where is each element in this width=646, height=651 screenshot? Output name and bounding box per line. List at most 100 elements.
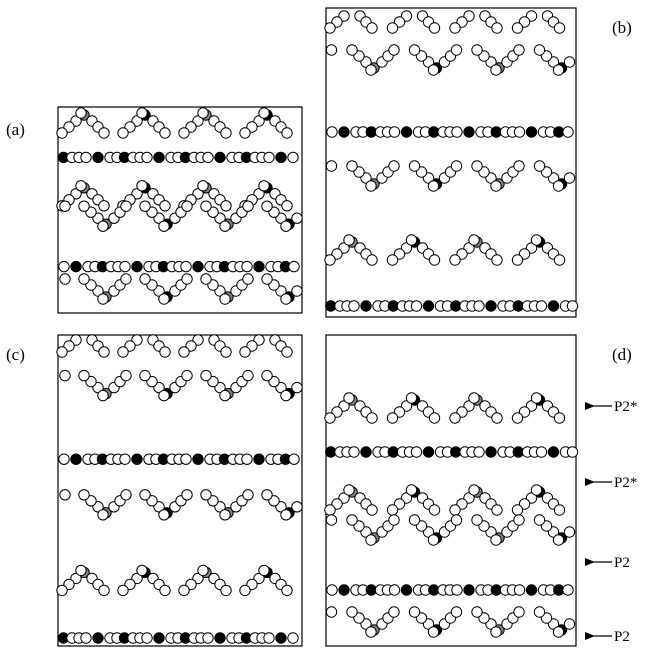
atom bbox=[530, 234, 543, 246]
atom bbox=[450, 514, 463, 526]
atom bbox=[197, 180, 209, 192]
atom bbox=[197, 107, 209, 119]
atom bbox=[288, 453, 300, 465]
atom bbox=[281, 200, 293, 212]
atom bbox=[139, 369, 151, 382]
atom bbox=[159, 200, 171, 212]
atom bbox=[59, 273, 71, 285]
atom bbox=[400, 126, 413, 138]
atom bbox=[325, 606, 338, 618]
atom bbox=[566, 300, 579, 312]
atom bbox=[490, 180, 502, 192]
atom bbox=[56, 127, 68, 139]
atom bbox=[326, 584, 338, 596]
atom bbox=[450, 44, 463, 56]
atom bbox=[428, 22, 441, 34]
atom bbox=[261, 489, 273, 501]
atom bbox=[324, 254, 336, 266]
atom bbox=[513, 584, 526, 596]
panel-a-atoms bbox=[56, 107, 303, 305]
atom bbox=[261, 200, 273, 212]
annotation-p2star-upper: P2* bbox=[614, 399, 637, 415]
atom bbox=[59, 200, 71, 212]
atom bbox=[473, 446, 485, 458]
atom bbox=[490, 64, 502, 76]
atom bbox=[153, 632, 165, 644]
atom bbox=[422, 446, 435, 458]
atom bbox=[192, 453, 204, 465]
atom bbox=[408, 514, 421, 526]
atom bbox=[468, 392, 480, 404]
atom bbox=[239, 584, 251, 597]
atom bbox=[547, 446, 560, 458]
atom bbox=[263, 632, 275, 644]
atom bbox=[533, 160, 546, 172]
atom bbox=[263, 151, 275, 164]
atom bbox=[261, 369, 273, 382]
panel-b-atoms bbox=[324, 10, 579, 312]
atom bbox=[473, 300, 485, 312]
atom bbox=[324, 412, 336, 424]
atom bbox=[366, 22, 378, 34]
atom bbox=[386, 412, 399, 424]
atom bbox=[131, 453, 143, 465]
atom bbox=[136, 180, 148, 192]
atom bbox=[491, 504, 503, 516]
atom bbox=[56, 584, 68, 597]
panel-d-frame bbox=[325, 334, 577, 647]
atom bbox=[200, 489, 212, 501]
atom bbox=[365, 626, 377, 638]
atom bbox=[427, 626, 440, 638]
atom bbox=[242, 273, 254, 285]
atom bbox=[280, 220, 292, 232]
atom bbox=[533, 606, 546, 618]
atom bbox=[324, 22, 336, 34]
atom bbox=[78, 489, 90, 501]
atom bbox=[365, 180, 377, 192]
atom bbox=[552, 534, 565, 546]
atom bbox=[78, 369, 90, 382]
atom bbox=[366, 412, 378, 424]
atom bbox=[562, 126, 574, 138]
atom bbox=[428, 504, 441, 516]
atom bbox=[562, 584, 574, 596]
atom bbox=[153, 151, 165, 164]
atom bbox=[343, 484, 355, 496]
atom bbox=[181, 489, 193, 501]
atom bbox=[491, 412, 503, 424]
atom bbox=[388, 584, 401, 596]
atom bbox=[463, 584, 475, 596]
atom bbox=[58, 260, 70, 273]
atom bbox=[468, 234, 480, 246]
atom bbox=[241, 453, 253, 465]
atom bbox=[287, 632, 299, 644]
atom bbox=[80, 632, 92, 644]
atom bbox=[553, 22, 566, 34]
atom bbox=[239, 127, 251, 139]
atom bbox=[552, 64, 565, 76]
atom bbox=[117, 346, 129, 358]
atom bbox=[280, 509, 292, 521]
atom bbox=[386, 22, 399, 34]
panel-b-frame bbox=[325, 7, 577, 318]
atom bbox=[92, 151, 104, 164]
atom bbox=[563, 56, 576, 68]
atom bbox=[513, 160, 525, 172]
annotation-p2star-lower: P2* bbox=[614, 475, 637, 491]
atom bbox=[449, 412, 461, 424]
atom bbox=[563, 618, 576, 630]
panel-c-frame bbox=[57, 334, 303, 647]
atom bbox=[220, 127, 232, 139]
atom bbox=[119, 260, 131, 273]
atom bbox=[139, 200, 151, 212]
atom bbox=[511, 412, 524, 424]
atom bbox=[348, 446, 360, 458]
atom bbox=[338, 126, 350, 138]
atom bbox=[408, 160, 421, 172]
atom bbox=[533, 44, 546, 56]
atom bbox=[117, 584, 129, 597]
atom bbox=[180, 453, 192, 465]
atom bbox=[242, 200, 254, 212]
panel-a-label: (a) bbox=[6, 120, 25, 139]
